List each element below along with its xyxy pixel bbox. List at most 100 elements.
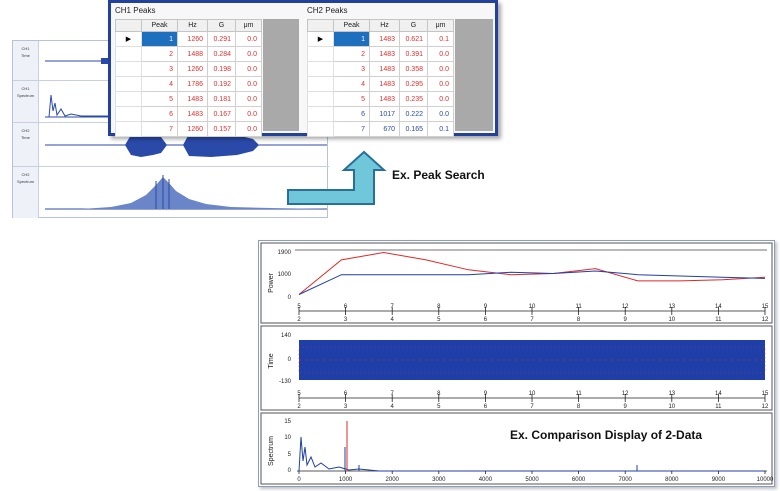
tick-label: 10	[529, 304, 536, 310]
col-um[interactable]: μm	[235, 19, 262, 32]
tick-label: 6	[484, 317, 488, 323]
time-ymin: -130	[279, 379, 292, 385]
tick-label: 11	[575, 391, 582, 397]
freq-tick-label: 9000	[712, 477, 726, 483]
row-label: CH2 Time	[13, 123, 39, 166]
tick-label: 6	[344, 391, 348, 397]
tick-label: 6	[484, 404, 488, 410]
tick-label: 13	[668, 391, 675, 397]
callout-arrow-icon	[287, 150, 387, 205]
comparison-window: Power Time Spectrum 1900 1000 0 140 0 -1…	[258, 240, 775, 487]
spectrum-ymin: 0	[288, 468, 292, 474]
ch1-time-signal	[298, 346, 766, 374]
row-label: CH2 Spectrum	[13, 167, 39, 218]
tick-label: 8	[577, 404, 581, 410]
freq-tick-label: 6000	[572, 477, 586, 483]
col-hz[interactable]: Hz	[369, 19, 400, 32]
col-hz[interactable]: Hz	[177, 19, 208, 32]
tick-label: 14	[715, 304, 722, 310]
table-row[interactable]: 7 1260 0.157 0.0	[115, 121, 262, 137]
comparison-caption: Ex. Comparison Display of 2-Data	[510, 428, 703, 442]
ch2-table-empty-area	[455, 19, 493, 131]
power-axis-label: Power	[268, 272, 275, 293]
tick-label: 2	[297, 317, 301, 323]
row-pointer-icon: ▶	[115, 31, 142, 47]
tick-label: 10	[668, 404, 675, 410]
table-row[interactable]: 7 670 0.165 0.1	[307, 121, 454, 137]
table-row[interactable]: 5 1483 0.181 0.0	[115, 91, 262, 107]
tick-label: 12	[762, 404, 769, 410]
tick-label: 12	[622, 391, 629, 397]
ch2-time-row: CH2 Time	[13, 123, 329, 167]
power-panel	[260, 242, 773, 324]
col-g[interactable]: G	[207, 19, 236, 32]
tick-label: 7	[391, 391, 395, 397]
freq-tick-label: 2000	[386, 477, 400, 483]
power-ymax: 1900	[278, 250, 292, 256]
tick-label: 14	[715, 391, 722, 397]
tick-label: 9	[484, 391, 488, 397]
ch2-peaks-title: CH2 Peaks	[307, 6, 348, 15]
table-row[interactable]: 6 1017 0.222 0.0	[307, 106, 454, 122]
table-row[interactable]: ▶ 1 1483 0.621 0.1	[307, 31, 454, 47]
spectrum-panel	[260, 412, 773, 485]
comparison-plots: Power Time Spectrum 1900 1000 0 140 0 -1…	[260, 242, 774, 485]
tick-label: 7	[530, 404, 534, 410]
tick-label: 7	[530, 317, 534, 323]
tick-label: 4	[391, 317, 395, 323]
table-row[interactable]: 5 1483 0.235 0.0	[307, 91, 454, 107]
row-label: CH1 Time	[13, 41, 39, 80]
tick-label: 5	[437, 404, 441, 410]
spectrum-ch2-trace	[298, 436, 765, 472]
power-ymin: 0	[288, 295, 292, 301]
table-row[interactable]: 4 1483 0.295 0.0	[307, 76, 454, 92]
ch1-peaks-title: CH1 Peaks	[115, 6, 156, 15]
comparison-dynamic-layer: 5 2 6 3 7 4 8 5 9 6 10 7 11 8 12 9 13 10 14 11 15 12 5 2 6 3 7 4 8 5 9…	[297, 251, 774, 483]
col-um[interactable]: μm	[427, 19, 454, 32]
table-row[interactable]: 6 1483 0.167 0.0	[115, 106, 262, 122]
spectrum-ymax: 15	[284, 419, 291, 425]
ch2-time-plot	[45, 133, 327, 157]
tick-label: 2	[297, 404, 301, 410]
ch1-peaks-table: Peak Hz G μm ▶ 1 1260 0.291 0.0 2 1488 0.284 0.…	[115, 19, 262, 137]
tick-label: 10	[668, 317, 675, 323]
table-row[interactable]: 3 1260 0.198 0.0	[115, 61, 262, 77]
ch1-spectrum-row: CH1 Spectrum	[13, 81, 329, 123]
freq-tick-label: 8000	[665, 477, 679, 483]
tick-label: 9	[484, 304, 488, 310]
row-pointer-icon: ▶	[307, 31, 334, 47]
tick-label: 11	[715, 317, 722, 323]
time-ymid: 0	[288, 357, 292, 363]
tick-label: 13	[668, 304, 675, 310]
table-row[interactable]: 3 1483 0.358 0.0	[307, 61, 454, 77]
tick-label: 7	[391, 304, 395, 310]
ch1-table-empty-area	[263, 19, 299, 131]
table-row[interactable]: ▶ 1 1260 0.291 0.0	[115, 31, 262, 47]
col-peak[interactable]: Peak	[141, 19, 178, 32]
table-row[interactable]: 2 1488 0.284 0.0	[115, 46, 262, 62]
tick-label: 10	[529, 391, 536, 397]
tick-label: 8	[437, 391, 441, 397]
tick-label: 5	[437, 317, 441, 323]
col-g[interactable]: G	[399, 19, 428, 32]
tick-label: 8	[437, 304, 441, 310]
tick-label: 15	[762, 391, 769, 397]
table-row[interactable]: 2 1483 0.391 0.0	[307, 46, 454, 62]
tick-label: 3	[344, 404, 348, 410]
tick-label: 5	[297, 391, 301, 397]
freq-tick-label: 5000	[525, 477, 539, 483]
freq-tick-label: 1000	[339, 477, 353, 483]
time-axis-label: Time	[268, 353, 275, 368]
freq-tick-label: 4000	[479, 477, 493, 483]
tick-label: 11	[715, 404, 722, 410]
row-label: CH1 Spectrum	[13, 81, 39, 122]
tick-label: 8	[577, 317, 581, 323]
tick-label: 12	[622, 304, 629, 310]
tick-label: 3	[344, 317, 348, 323]
col-peak[interactable]: Peak	[333, 19, 370, 32]
table-row[interactable]: 4 1786 0.192 0.0	[115, 76, 262, 92]
peaks-dialog: CH1 Peaks CH2 Peaks Peak Hz G μm ▶ 1 1260 0…	[108, 0, 498, 137]
tick-label: 5	[297, 304, 301, 310]
power-series-line	[298, 251, 766, 295]
ch2-spectrum-row: CH2 Spectrum	[13, 167, 329, 218]
